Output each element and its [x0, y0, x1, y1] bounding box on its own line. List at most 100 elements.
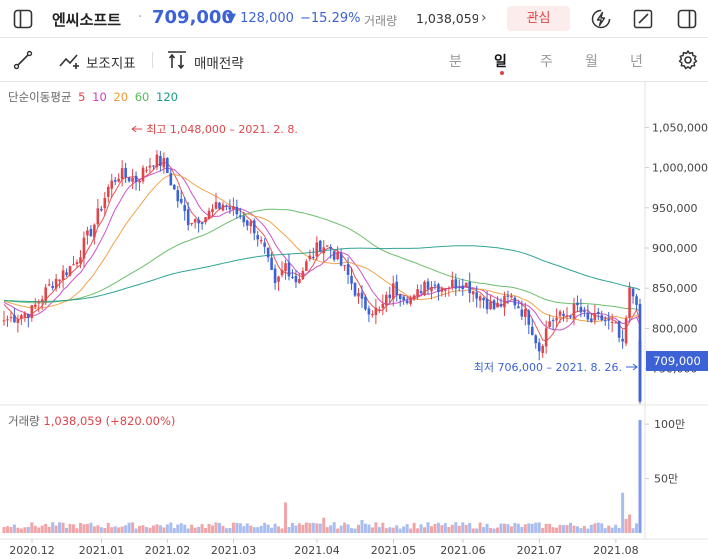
candle-body: [131, 177, 134, 182]
volume-bar: [47, 526, 51, 533]
candle-body: [270, 257, 273, 270]
volume-bar: [336, 528, 340, 533]
ma-legend-120: 120: [156, 90, 178, 104]
candle-body: [172, 184, 176, 190]
candle-body: [86, 230, 89, 236]
volume-bar: [509, 526, 513, 533]
candle-body: [103, 197, 107, 209]
period-tab-day[interactable]: 일: [494, 54, 507, 70]
trade-strategy-icon[interactable]: [166, 49, 188, 71]
volume-value: 1,038,059: [416, 11, 478, 26]
lightning-icon[interactable]: [590, 8, 612, 30]
volume-bar: [127, 522, 131, 533]
candle-body: [30, 305, 34, 318]
volume-bar: [263, 522, 267, 533]
candle-body: [430, 286, 433, 292]
volume-bar: [589, 524, 593, 533]
candle-body: [339, 253, 343, 266]
candle-body: [284, 263, 287, 272]
volume-bar: [54, 525, 58, 533]
candle-body: [65, 272, 68, 275]
candle-body: [544, 328, 548, 347]
volume-bar: [16, 527, 20, 533]
candle-body: [419, 291, 423, 294]
chevron-right-icon[interactable]: ›: [481, 10, 487, 26]
candle-body: [259, 240, 263, 242]
volume-bar: [527, 523, 531, 533]
volume-bar: [318, 523, 322, 533]
stock-name[interactable]: 엔씨소프트: [52, 11, 122, 29]
volume-bar: [141, 525, 145, 533]
trade-strategy-button[interactable]: 매매전략: [194, 56, 244, 72]
x-tick-label: 2021.05: [371, 544, 417, 557]
volume-bar: [513, 522, 517, 533]
period-tab-minute[interactable]: 분: [449, 54, 462, 70]
candle-body: [179, 198, 183, 203]
volume-bar: [621, 492, 625, 533]
volume-bar: [61, 522, 65, 533]
x-tick-label: 2021.01: [79, 544, 125, 557]
candle-body: [548, 321, 551, 327]
candle-body: [343, 265, 346, 267]
volume-bar: [450, 524, 454, 533]
candle-body-last: [638, 340, 642, 402]
candle-body: [603, 320, 607, 322]
edit-icon[interactable]: [632, 8, 654, 30]
candle-body: [631, 288, 635, 297]
volume-bar: [614, 524, 618, 533]
candle-body: [610, 321, 614, 323]
candle-body: [193, 218, 197, 223]
volume-bar: [235, 522, 239, 533]
candle-body: [635, 296, 638, 305]
volume-bar: [423, 527, 427, 533]
candle-body: [426, 281, 430, 290]
candle-body: [82, 237, 86, 259]
volume-bar: [398, 528, 402, 533]
candle-body: [47, 284, 51, 286]
candle-body: [332, 251, 336, 260]
price-change: ▼ 128,000: [226, 11, 294, 26]
candle-body: [412, 295, 416, 300]
candle-body: [9, 317, 13, 319]
candle-body: [617, 321, 621, 338]
candle-body: [113, 180, 117, 182]
candle-body: [590, 318, 593, 322]
candle-body: [569, 316, 572, 318]
settings-gear-icon[interactable]: [677, 49, 699, 71]
favorite-button[interactable]: 관심: [507, 6, 570, 31]
volume-bar: [315, 523, 319, 533]
draw-line-icon[interactable]: [12, 49, 34, 71]
volume-bar: [301, 524, 305, 533]
sidebar-toggle-icon[interactable]: [12, 8, 34, 30]
volume-bar: [287, 526, 291, 533]
period-tab-week[interactable]: 주: [540, 54, 553, 70]
volume-bar: [329, 525, 333, 533]
volume-bar: [537, 522, 541, 533]
candlestick-chart[interactable]: 750,000800,000850,000900,000950,0001,000…: [0, 82, 708, 559]
candle-body: [27, 313, 30, 319]
candle-body: [471, 291, 475, 295]
volume-bar: [558, 524, 562, 533]
volume-bar: [103, 527, 107, 533]
candle-body: [225, 205, 228, 207]
candle-body: [614, 322, 617, 324]
ma-legend[interactable]: 단순이동평균 5 10 20 60 120: [8, 89, 181, 105]
volume-bar: [304, 522, 308, 533]
volume-bar: [221, 525, 225, 533]
volume-bar: [204, 527, 208, 533]
volume-legend-label: 거래량: [8, 414, 40, 428]
candle-body: [294, 275, 298, 283]
period-tab-month[interactable]: 월: [585, 54, 598, 70]
volume-bar: [568, 522, 572, 533]
volume-bar: [447, 526, 451, 533]
indicator-icon[interactable]: [58, 49, 80, 71]
volume-bar: [99, 527, 103, 533]
candle-body: [280, 270, 284, 276]
panel-toggle-icon[interactable]: [676, 8, 698, 30]
volume-bar: [68, 524, 72, 533]
candle-body: [61, 270, 65, 280]
indicator-button[interactable]: 보조지표: [86, 56, 136, 72]
period-tab-year[interactable]: 년: [630, 54, 643, 70]
ma-legend-title: 단순이동평균: [8, 90, 72, 104]
volume-bar: [294, 525, 298, 533]
